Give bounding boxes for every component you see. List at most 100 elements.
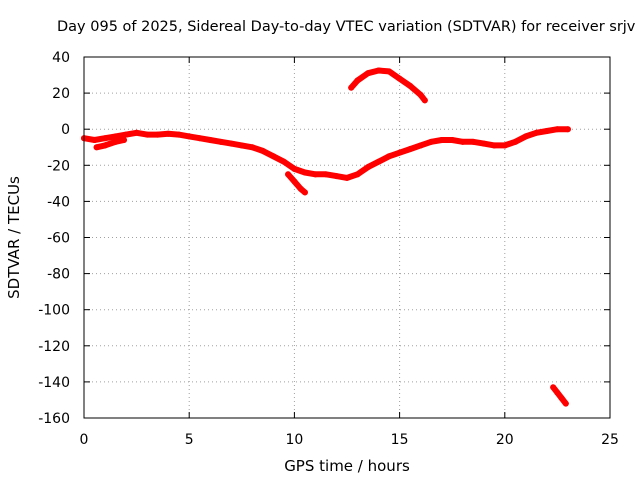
data-point: [133, 129, 140, 136]
y-tick-label: -120: [38, 339, 70, 355]
x-tick-label: 20: [496, 432, 514, 448]
data-point: [285, 171, 292, 178]
data-point: [438, 137, 445, 144]
data-point: [348, 84, 355, 91]
y-tick-label: 20: [52, 86, 70, 102]
y-tick-label: -160: [38, 411, 70, 427]
data-point: [428, 138, 435, 145]
data-point: [501, 142, 508, 149]
plot-frame: [83, 56, 611, 419]
data-point: [512, 138, 519, 145]
data-point: [112, 133, 119, 140]
series-line: [93, 137, 127, 151]
series-dip-branch: [285, 171, 308, 196]
data-point: [522, 133, 529, 140]
data-point: [196, 135, 203, 142]
data-point: [102, 135, 109, 142]
data-point: [322, 171, 329, 178]
series-bottom-segment: [550, 384, 569, 407]
y-tick-label: -80: [47, 267, 70, 283]
data-point: [301, 189, 308, 196]
data-point: [365, 164, 372, 171]
data-point: [120, 137, 127, 144]
data-point: [417, 91, 424, 98]
x-tick-label: 10: [285, 432, 303, 448]
data-point: [550, 384, 557, 391]
data-point: [270, 153, 277, 160]
data-point: [407, 146, 414, 153]
data-point: [459, 138, 466, 145]
series-early-branch: [93, 137, 127, 151]
data-point: [91, 137, 98, 144]
data-point: [102, 142, 109, 149]
data-point: [554, 389, 561, 396]
data-point: [375, 158, 382, 165]
data-point: [543, 128, 550, 135]
series-layer: [81, 67, 571, 407]
chart-title: Day 095 of 2025, Sidereal Day-to-day VTE…: [57, 19, 636, 35]
x-tick-label: 15: [391, 432, 409, 448]
data-point: [259, 147, 266, 154]
data-point: [165, 130, 172, 137]
data-point: [93, 144, 100, 151]
data-point: [396, 75, 403, 82]
y-axis-label: SDTVAR / TECUs: [5, 176, 23, 299]
series-line: [550, 384, 569, 407]
data-point: [354, 77, 361, 84]
data-point: [407, 82, 414, 89]
data-point: [554, 126, 561, 133]
y-tick-label: -140: [38, 375, 70, 391]
x-tick-label: 0: [80, 432, 89, 448]
data-point: [558, 395, 565, 402]
ticks: [83, 56, 611, 419]
data-point: [217, 138, 224, 145]
series-main-trace: [81, 126, 571, 181]
data-point: [386, 68, 393, 75]
series-line: [348, 67, 428, 104]
data-point: [449, 137, 456, 144]
y-tick-label: -40: [47, 194, 70, 210]
data-point: [480, 140, 487, 147]
data-point: [112, 138, 119, 145]
data-point: [207, 137, 214, 144]
data-point: [228, 140, 235, 147]
data-point: [396, 149, 403, 156]
data-point: [297, 185, 304, 192]
data-point: [291, 165, 298, 172]
series-upper-arc: [348, 67, 428, 104]
tick-labels: 0 5 10 15 20 25 -160 -140 -120 -100 -80 -60 -40 -20 0 2…: [38, 50, 619, 448]
data-point: [312, 171, 319, 178]
data-point: [417, 142, 424, 149]
data-point: [154, 131, 161, 138]
data-point: [291, 178, 298, 185]
y-tick-label: -60: [47, 231, 70, 247]
x-tick-label: 5: [185, 432, 194, 448]
data-point: [470, 138, 477, 145]
data-point: [186, 133, 193, 140]
data-point: [301, 169, 308, 176]
data-point: [564, 126, 571, 133]
data-point: [365, 70, 372, 77]
y-tick-label: 0: [61, 122, 70, 138]
x-tick-label: 25: [601, 432, 619, 448]
data-point: [238, 142, 245, 149]
data-point: [533, 129, 540, 136]
data-point: [491, 142, 498, 149]
y-tick-label: 40: [52, 50, 70, 66]
x-axis-label: GPS time / hours: [284, 457, 410, 475]
data-point: [562, 400, 569, 407]
y-tick-label: -20: [47, 158, 70, 174]
data-point: [280, 158, 287, 165]
data-point: [421, 97, 428, 104]
grid: [84, 57, 610, 418]
y-tick-label: -100: [38, 303, 70, 319]
data-point: [144, 131, 151, 138]
data-point: [344, 174, 350, 181]
data-point: [375, 67, 382, 74]
data-point: [123, 131, 130, 138]
data-point: [386, 153, 393, 160]
data-point: [249, 144, 256, 151]
data-point: [175, 131, 182, 138]
data-point: [333, 173, 340, 180]
